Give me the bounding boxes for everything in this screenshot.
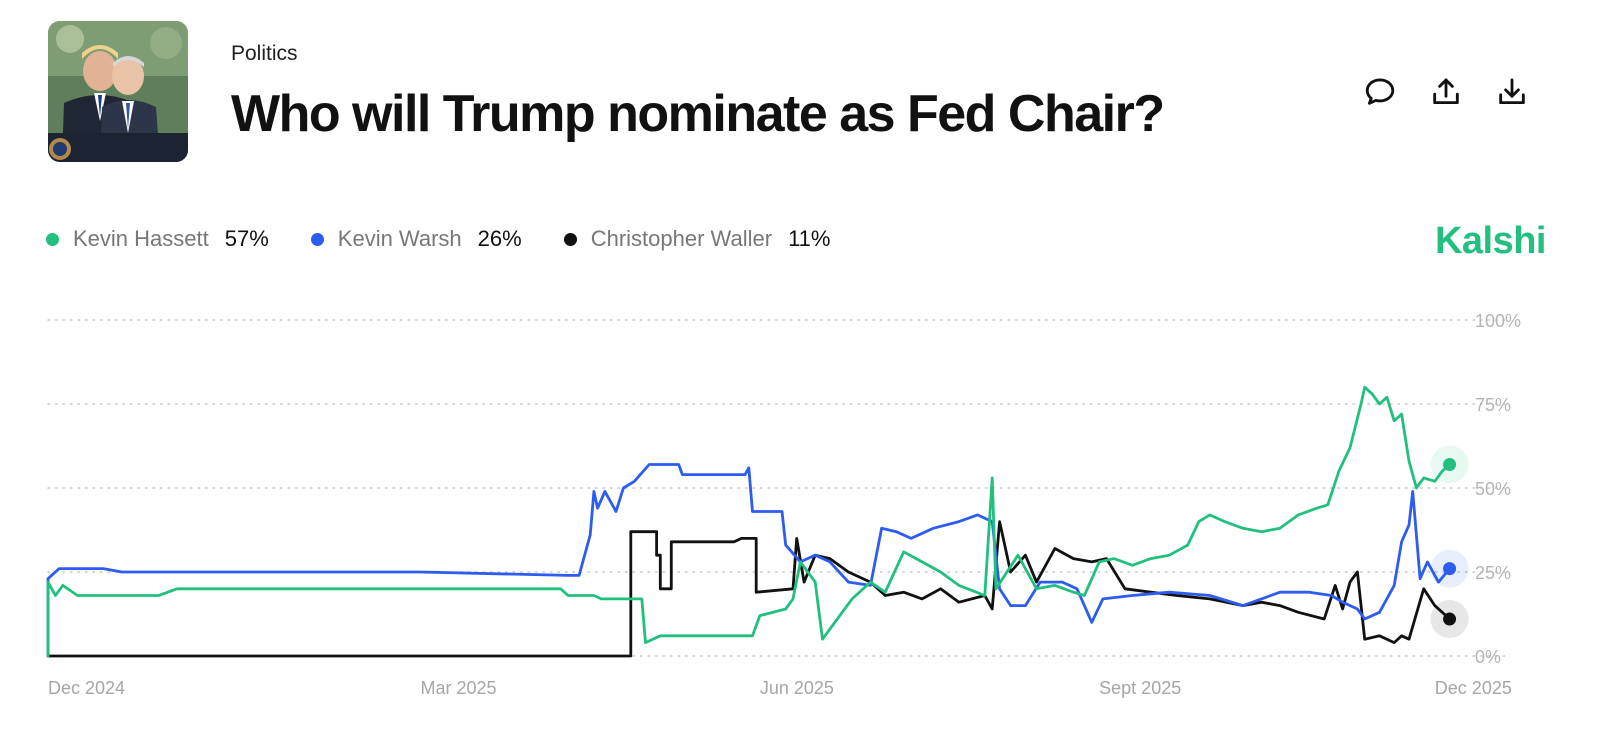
- legend-dot-waller: [563, 232, 577, 246]
- page-title: Who will Trump nominate as Fed Chair?: [231, 85, 1165, 143]
- series-line-kevin-hassett: [46, 385, 1451, 658]
- series-line-christopher-waller: [46, 520, 1451, 658]
- y-tick-label: 100%: [1475, 311, 1521, 331]
- y-tick-label: 25%: [1475, 563, 1511, 583]
- x-tick-label: Mar 2025: [421, 678, 497, 698]
- download-button[interactable]: [1494, 74, 1530, 110]
- legend-dot-hassett: [46, 232, 59, 246]
- header-actions: [1362, 74, 1530, 110]
- y-tick-label: 50%: [1475, 479, 1511, 499]
- legend-item-waller[interactable]: Christopher Waller 11%: [563, 226, 831, 252]
- chart-legend: Kevin Hassett 57% Kevin Warsh 26% Christ…: [46, 226, 872, 252]
- legend-value: 57%: [224, 226, 269, 251]
- x-tick-label: Sept 2025: [1099, 678, 1181, 698]
- end-marker-christopher-waller: [1443, 612, 1457, 626]
- x-tick-label: Jun 2025: [760, 678, 834, 698]
- series-line-kevin-warsh: [46, 463, 1451, 658]
- kalshi-logo[interactable]: Kalshi: [1434, 220, 1547, 262]
- legend-name: Kevin Hassett: [73, 226, 209, 251]
- price-history-chart: 0% 25% 50% 75% 100% Dec 2024 Mar 2025 Jun 2025 S…: [0, 290, 1600, 725]
- legend-value: 11%: [788, 226, 831, 251]
- y-tick-label: 75%: [1475, 395, 1511, 415]
- chart-svg: 0% 25% 50% 75% 100% Dec 2024 Mar 2025 Jun 2025 S…: [46, 311, 1521, 698]
- share-button[interactable]: [1428, 74, 1464, 110]
- comment-icon: [1365, 78, 1395, 105]
- end-marker-kevin-hassett: [1443, 457, 1457, 471]
- end-marker-kevin-warsh: [1443, 562, 1457, 576]
- y-tick-label: 0%: [1475, 647, 1501, 667]
- x-tick-label: Dec 2025: [1435, 678, 1512, 698]
- legend-name: Christopher Waller: [590, 226, 773, 251]
- legend-name: Kevin Warsh: [337, 226, 462, 251]
- x-tick-label: Dec 2024: [48, 678, 125, 698]
- market-thumbnail: [48, 21, 188, 162]
- comment-button[interactable]: [1362, 74, 1398, 110]
- share-icon: [1433, 78, 1459, 105]
- market-header: Politics Who will Trump nominate as Fed …: [0, 0, 1600, 180]
- legend-item-hassett[interactable]: Kevin Hassett 57%: [46, 226, 269, 252]
- legend-item-warsh[interactable]: Kevin Warsh 26%: [310, 226, 522, 252]
- category-label[interactable]: Politics: [231, 42, 298, 65]
- download-icon: [1499, 78, 1525, 105]
- legend-dot-warsh: [310, 232, 324, 246]
- legend-value: 26%: [477, 226, 522, 251]
